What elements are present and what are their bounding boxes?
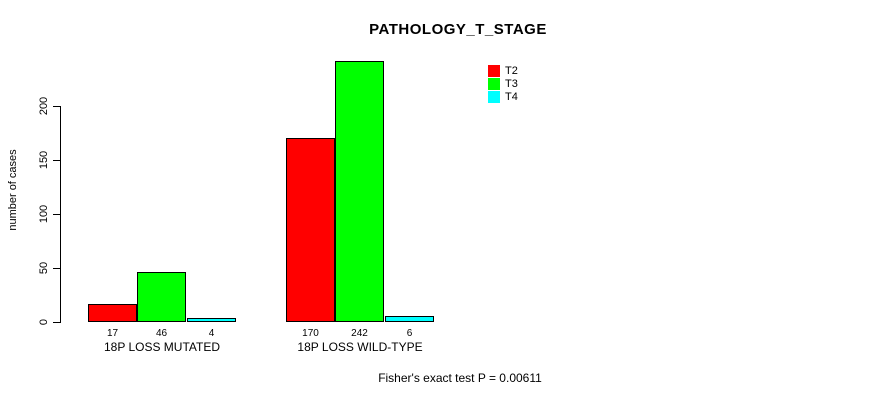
bar-t3-2 [335,61,384,322]
bar-value-label: 170 [302,328,319,339]
legend: T2 T3 T4 [488,65,518,104]
y-tick-mark [53,160,60,161]
bar-t4-1 [187,318,236,322]
category-label: 18P LOSS WILD-TYPE [297,340,423,354]
y-axis-label-text: number of cases [7,149,19,231]
bar-value-label: 17 [106,328,119,339]
bar-t2-1 [88,304,137,322]
legend-label: T3 [505,78,518,90]
y-tick-mark [53,322,60,323]
bar-value-label: 4 [208,328,215,339]
legend-label: T4 [505,91,518,103]
y-tick-label-text: 50 [38,261,50,275]
y-tick-label-text: 100 [38,204,50,224]
y-tick-label-text: 0 [38,318,50,326]
y-tick-mark [53,106,60,107]
legend-label: T2 [505,65,518,77]
y-tick-mark [53,268,60,269]
legend-item-t3: T3 [488,78,518,90]
category-label: 18P LOSS MUTATED [103,340,221,354]
fisher-test-annotation: Fisher's exact test P = 0.00611 [378,371,542,385]
legend-swatch-t4 [488,91,500,103]
bar-t2-2 [286,138,335,322]
bar-value-label: 46 [155,328,168,339]
bar-t4-2 [385,316,434,322]
bar-value-label: 6 [406,328,413,339]
bar-t3-1 [137,272,186,322]
legend-swatch-t3 [488,78,500,90]
bar-value-label: 242 [351,328,368,339]
legend-swatch-t2 [488,65,500,77]
legend-item-t2: T2 [488,65,518,77]
y-tick-label-text: 150 [38,150,50,170]
chart-title: PATHOLOGY_T_STAGE [369,21,547,38]
y-tick-mark [53,214,60,215]
y-tick-label-text: 200 [38,96,50,116]
y-axis-line [60,106,61,323]
legend-item-t4: T4 [488,91,518,103]
